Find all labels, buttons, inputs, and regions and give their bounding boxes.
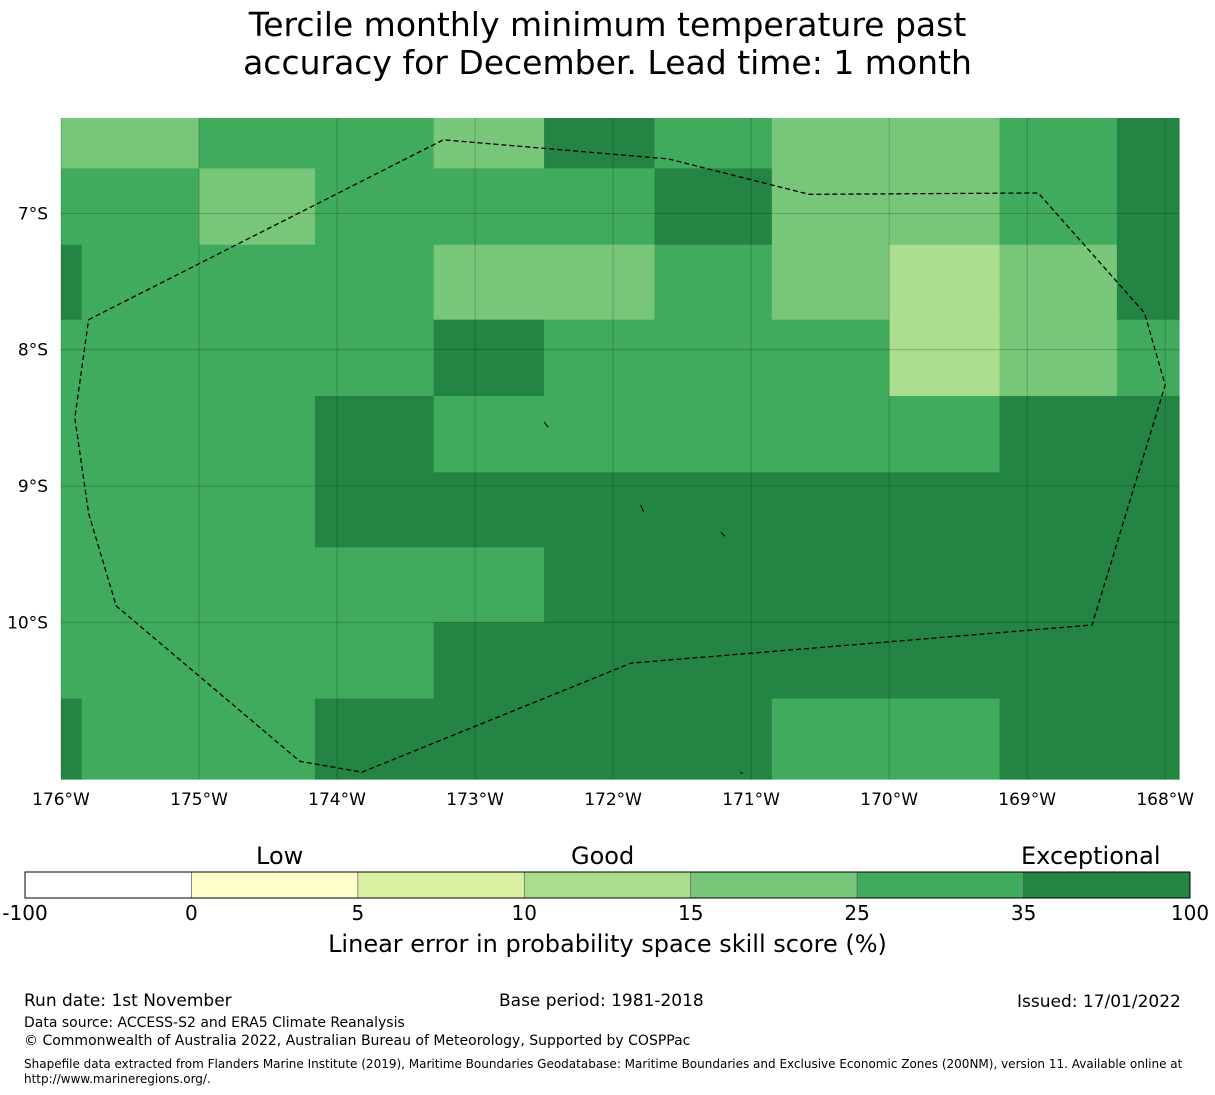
run-date: Run date: 1st November — [24, 991, 232, 1011]
skill-cell-11 — [654, 168, 773, 246]
skill-cell-23 — [61, 319, 435, 397]
skill-cell-3 — [544, 118, 656, 170]
skill-cell-12 — [771, 168, 1001, 246]
skill-cell-24 — [433, 319, 545, 397]
skill-cell-28 — [1116, 319, 1180, 397]
colorbar-bin-0 — [24, 871, 192, 899]
eez-boundary — [74, 139, 1166, 773]
lon-tick-label-5: 171°W — [722, 790, 780, 810]
skill-cell-29 — [61, 396, 316, 473]
colorbar-frame — [24, 871, 1191, 899]
skill-cell-31 — [433, 396, 1001, 473]
colorbar-tick-label-1: 0 — [185, 901, 198, 925]
skill-cell-10 — [314, 168, 656, 246]
axis-tick-labels: 176°W 175°W 174°W 173°W 172°W 171°W 170°W 169°W… — [7, 204, 1194, 810]
lon-tick-label-1: 175°W — [170, 790, 228, 810]
skill-cell-13 — [999, 168, 1118, 246]
colorbar-bin-1 — [191, 871, 359, 899]
map-title-line-2: accuracy for December. Lead time: 1 mont… — [243, 43, 972, 82]
skill-cell-5 — [771, 118, 1001, 170]
skill-cell-18 — [654, 244, 773, 321]
island-outline-3 — [739, 771, 744, 774]
colorbar-tick-label-5: 25 — [844, 901, 869, 925]
colorbar-bin-4 — [690, 871, 858, 899]
skill-cell-35 — [61, 547, 545, 623]
data-source: Data source: ACCESS-S2 and ERA5 Climate … — [24, 1015, 405, 1031]
shapefile-credit: Shapefile data extracted from Flanders M… — [24, 1057, 1204, 1087]
island-outline-1 — [640, 504, 644, 513]
colorbar-title: Linear error in probability space skill … — [328, 930, 887, 958]
legend-word-good: Good — [571, 842, 635, 870]
colorbar-tick-label-0: -100 — [2, 901, 47, 925]
colorbar-tick-label-4: 15 — [678, 901, 703, 925]
skill-cell-17 — [433, 244, 656, 321]
skill-cell-0 — [61, 118, 200, 170]
lon-tick-label-4: 172°W — [584, 790, 642, 810]
skill-cell-9 — [199, 168, 316, 246]
skill-cell-14 — [1116, 168, 1180, 246]
graticule — [60, 118, 1179, 779]
skill-cell-15 — [61, 244, 83, 321]
colorbar: -100 0 5 10 15 25 35 100 — [2, 871, 1209, 925]
lon-tick-label-7: 169°W — [998, 790, 1056, 810]
colorbar-bin-2 — [357, 871, 525, 899]
lon-tick-label-2: 174°W — [308, 790, 366, 810]
skill-cell-30 — [314, 396, 435, 473]
island-outline-2 — [720, 531, 726, 537]
skill-cell-40 — [81, 698, 316, 780]
skill-cell-27 — [999, 319, 1118, 397]
skill-cell-22 — [1116, 244, 1180, 321]
lat-tick-label-3: 10°S — [7, 613, 48, 633]
skill-cell-39 — [61, 698, 83, 780]
skill-cell-32 — [999, 396, 1180, 473]
skill-cell-4 — [654, 118, 773, 170]
skill-cell-6 — [999, 118, 1118, 170]
shapefile-credit-line-1: Shapefile data extracted from Flanders M… — [24, 1057, 1183, 1071]
island-outlines — [543, 421, 744, 774]
skill-cell-33 — [61, 472, 316, 548]
colorbar-tick-label-7: 100 — [1171, 901, 1209, 925]
shapefile-credit-line-2: http://www.marineregions.org/. — [24, 1072, 211, 1086]
eez-boundary-line — [74, 139, 1166, 773]
skill-cells — [61, 118, 1180, 780]
colorbar-bin-6 — [1023, 871, 1191, 899]
issued-date: Issued: 17/01/2022 — [1017, 992, 1181, 1012]
skill-cell-21 — [999, 244, 1118, 321]
skill-cell-8 — [61, 168, 200, 246]
skill-cell-1 — [199, 118, 435, 170]
skill-cell-43 — [999, 698, 1180, 780]
lon-tick-label-6: 170°W — [860, 790, 918, 810]
map-figure: 176°W 175°W 174°W 173°W 172°W 171°W 170°W 169°W… — [2, 118, 1209, 925]
island-outline-0 — [543, 421, 549, 428]
lat-tick-label-1: 8°S — [18, 341, 48, 361]
legend-word-low: Low — [256, 842, 304, 870]
skill-cell-34 — [314, 472, 1180, 548]
colorbar-tick-label-6: 35 — [1011, 901, 1036, 925]
skill-cell-36 — [544, 547, 1180, 623]
skill-cell-38 — [433, 622, 1180, 700]
lon-tick-label-8: 168°W — [1136, 790, 1194, 810]
copyright-notice: © Commonwealth of Australia 2022, Austra… — [24, 1033, 691, 1049]
base-period: Base period: 1981-2018 — [499, 991, 704, 1011]
skill-cell-16 — [81, 244, 435, 321]
skill-cell-41 — [314, 698, 773, 780]
skill-cell-7 — [1116, 118, 1180, 170]
map-title-line-1: Tercile monthly minimum temperature past — [248, 5, 967, 44]
colorbar-tick-label-2: 5 — [351, 901, 364, 925]
colorbar-bin-5 — [856, 871, 1024, 899]
lat-tick-label-2: 9°S — [18, 477, 48, 497]
legend-word-exceptional: Exceptional — [1021, 842, 1161, 870]
skill-cell-42 — [771, 698, 1001, 780]
map-title: Tercile monthly minimum temperature past… — [0, 6, 1215, 82]
colorbar-tick-label-3: 10 — [512, 901, 537, 925]
lon-tick-label-3: 173°W — [446, 790, 504, 810]
skill-cell-26 — [889, 319, 1001, 397]
skill-cell-37 — [61, 622, 435, 700]
skill-cell-20 — [889, 244, 1001, 321]
skill-cell-19 — [771, 244, 890, 321]
colorbar-bin-3 — [523, 871, 692, 899]
lat-tick-label-0: 7°S — [18, 204, 48, 224]
lon-tick-label-0: 176°W — [32, 790, 90, 810]
skill-cell-25 — [544, 319, 890, 397]
